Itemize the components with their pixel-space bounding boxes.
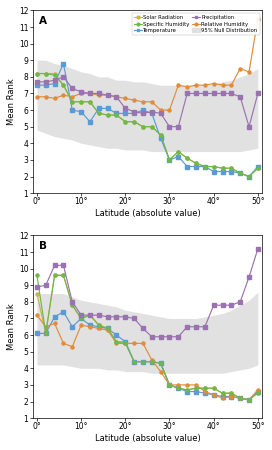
Text: A: A <box>39 16 47 26</box>
Y-axis label: Mean Rank: Mean Rank <box>7 303 16 350</box>
Legend: Solar Radiation, Specific Humidity, Temperature, Precipitation, Relative Humidit: Solar Radiation, Specific Humidity, Temp… <box>132 13 260 35</box>
Y-axis label: Mean Rank: Mean Rank <box>7 78 16 125</box>
Text: B: B <box>39 241 47 251</box>
X-axis label: Latitude (absolute value): Latitude (absolute value) <box>95 434 200 443</box>
X-axis label: Latitude (absolute value): Latitude (absolute value) <box>95 209 200 218</box>
